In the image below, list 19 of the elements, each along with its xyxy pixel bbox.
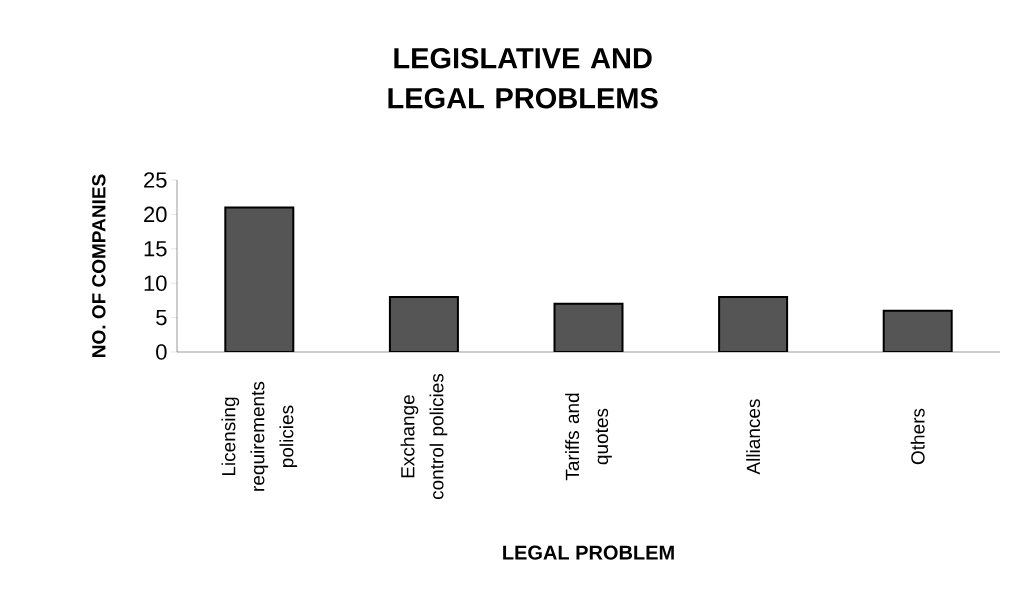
x-tick-label: Tariffs and quotes [565, 393, 612, 481]
x-axis-title: LEGAL PROBLEM [503, 545, 674, 560]
y-tick-label: 5 [156, 309, 167, 326]
chart-title: LEGISLATIVE AND LEGAL PROBLEMS [388, 47, 658, 109]
y-axis-title: NO. OF COMPANIES [92, 174, 106, 357]
x-tick-label: Others [910, 408, 925, 465]
bar [224, 206, 295, 352]
bar [718, 295, 789, 352]
bar [553, 302, 624, 352]
y-tick-label: 0 [156, 344, 167, 360]
bar [388, 295, 459, 352]
x-tick-label: Alliances [746, 399, 761, 475]
y-tick-label: 20 [144, 206, 167, 223]
bar [882, 309, 953, 352]
x-tick-label: Exchange control policies [400, 373, 448, 500]
y-tick-label: 15 [144, 241, 167, 257]
x-tick-label: Licensing requirements policies [221, 381, 298, 491]
y-tick-label: 25 [144, 172, 167, 188]
y-tick-label: 10 [144, 275, 167, 291]
